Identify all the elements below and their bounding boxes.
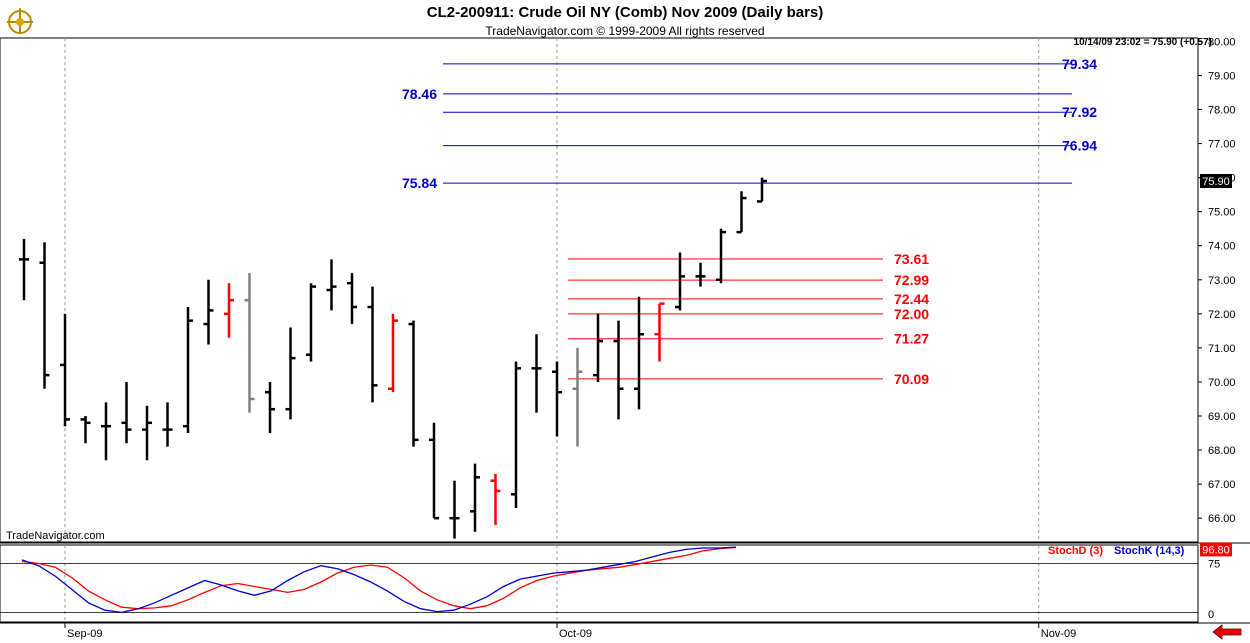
copyright-subtitle: TradeNavigator.com © 1999-2009 All right… — [485, 24, 765, 38]
y-tick-label: 68.00 — [1208, 445, 1236, 457]
y-tick-label: 74.00 — [1208, 241, 1236, 253]
y-tick-label: 67.00 — [1208, 479, 1236, 491]
stoch-value-label: 96.80 — [1202, 544, 1230, 556]
y-tick-label: 66.00 — [1208, 513, 1236, 525]
fib-level-label-blue: 79.34 — [1062, 56, 1097, 72]
y-tick-label: 75.00 — [1208, 207, 1236, 219]
last-price-marker — [1200, 174, 1232, 189]
fib-level-label-red: 72.00 — [894, 306, 929, 322]
fib-level-label-blue: 77.92 — [1062, 104, 1097, 120]
stoch-tick-label: 75 — [1208, 559, 1220, 571]
fib-level-label-blue: 78.46 — [402, 86, 437, 102]
fib-level-label-red: 70.09 — [894, 371, 929, 387]
stoch-tick-label: 0 — [1208, 609, 1214, 621]
last-quote-status: 10/14/09 23:02 = 75.90 (+0.57) — [1073, 37, 1212, 48]
main-pane-frame — [0, 37, 1199, 543]
fib-level-label-red: 72.44 — [894, 291, 929, 307]
y-tick-label: 69.00 — [1208, 411, 1236, 423]
fib-level-label-red: 71.27 — [894, 331, 929, 347]
navigator-logo-icon[interactable] — [4, 4, 36, 36]
stoch-d-legend: StochD (3) — [1048, 545, 1103, 557]
y-tick-label: 77.00 — [1208, 139, 1236, 151]
fib-level-label-blue: 75.84 — [402, 175, 437, 191]
red-left-arrow-icon[interactable] — [1212, 624, 1242, 640]
last-price-label: 75.90 — [1202, 176, 1230, 188]
chart-title: CL2-200911: Crude Oil NY (Comb) Nov 2009… — [426, 4, 824, 21]
x-tick-label: Nov-09 — [1041, 628, 1076, 640]
y-tick-label: 73.00 — [1208, 275, 1236, 287]
fib-level-label-red: 72.99 — [894, 272, 929, 288]
x-tick-label: Sep-09 — [67, 628, 102, 640]
fib-level-label-blue: 76.94 — [1062, 138, 1097, 154]
watermark: TradeNavigator.com — [6, 530, 105, 542]
stoch-k-legend: StochK (14,3) — [1114, 545, 1185, 557]
y-tick-label: 79.00 — [1208, 70, 1236, 82]
y-tick-label: 71.00 — [1208, 343, 1236, 355]
fib-level-label-red: 73.61 — [894, 251, 929, 267]
y-tick-label: 78.00 — [1208, 105, 1236, 117]
stoch-series-line — [21, 546, 737, 610]
x-tick-label: Oct-09 — [559, 628, 592, 640]
stoch-series-line — [21, 546, 737, 614]
stoch-value-marker — [1200, 542, 1232, 557]
y-tick-label: 80.00 — [1208, 36, 1236, 48]
y-tick-label: 70.00 — [1208, 377, 1236, 389]
y-tick-label: 72.00 — [1208, 309, 1236, 321]
indicator-pane-frame — [0, 544, 1199, 623]
